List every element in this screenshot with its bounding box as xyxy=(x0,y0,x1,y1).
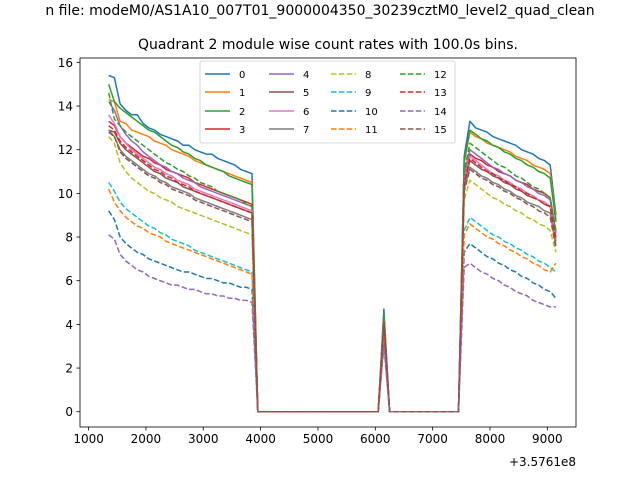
legend-label-6: 6 xyxy=(303,107,309,118)
x-tick-label: 9000 xyxy=(532,432,563,446)
series-line-15 xyxy=(108,131,557,413)
y-tick-label: 0 xyxy=(65,405,73,419)
ticks-layer: 1000 2000 3000 4000 5000 6000 7000 8000 9000 0 2 4 6… xyxy=(58,56,563,446)
legend-label-11: 11 xyxy=(365,125,378,136)
x-tick-label: 5000 xyxy=(303,432,334,446)
legend-label-9: 9 xyxy=(365,88,371,99)
y-tick-label: 8 xyxy=(65,231,73,245)
y-tick-label: 4 xyxy=(65,318,73,332)
x-tick-label: 1000 xyxy=(73,432,104,446)
legend-label-8: 8 xyxy=(365,70,371,81)
series-line-8 xyxy=(108,136,557,413)
legend-label-3: 3 xyxy=(239,125,245,136)
y-tick-label: 14 xyxy=(58,100,73,114)
y-tick-label: 16 xyxy=(58,56,73,70)
y-tick-label: 6 xyxy=(65,274,73,288)
y-tick-label: 2 xyxy=(65,362,73,376)
legend-label-5: 5 xyxy=(303,88,309,99)
x-tick-label: 8000 xyxy=(475,432,506,446)
legend-box xyxy=(199,60,456,144)
x-tick-label: 2000 xyxy=(131,432,162,446)
series-line-10 xyxy=(108,210,557,413)
series-line-12 xyxy=(107,92,557,413)
legend-label-10: 10 xyxy=(365,107,378,118)
legend-label-14: 14 xyxy=(434,107,447,118)
series-line-11 xyxy=(108,188,557,413)
legend-label-7: 7 xyxy=(303,125,309,136)
legend-label-1: 1 xyxy=(239,88,245,99)
x-tick-label: 4000 xyxy=(245,432,276,446)
x-tick-label: 7000 xyxy=(417,432,448,446)
legend-label-2: 2 xyxy=(239,107,245,118)
figure-suptitle: n file: modeM0/AS1A10_007T01_9000004350_… xyxy=(45,3,594,19)
x-tick-label: 3000 xyxy=(188,432,219,446)
plot-area: 1000 2000 3000 4000 5000 6000 7000 8000 9000 0 2 4 6… xyxy=(58,56,577,469)
x-tick-label: 6000 xyxy=(360,432,391,446)
legend-label-13: 13 xyxy=(434,88,447,99)
x-offset-label: +3.5761e8 xyxy=(509,455,576,469)
series-layer xyxy=(107,74,557,413)
legend-label-0: 0 xyxy=(239,70,245,81)
legend-label-4: 4 xyxy=(303,70,309,81)
axes-frame xyxy=(79,57,577,428)
chart-title: Quadrant 2 module wise count rates with … xyxy=(138,37,518,53)
legend-label-12: 12 xyxy=(434,70,447,81)
legend-label-15: 15 xyxy=(434,125,447,136)
y-tick-label: 10 xyxy=(58,187,73,201)
y-tick-label: 12 xyxy=(58,143,73,157)
